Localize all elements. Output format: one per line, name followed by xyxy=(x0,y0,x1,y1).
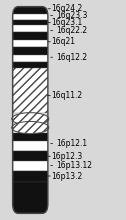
Bar xyxy=(13,141,48,151)
Text: 16p12.1: 16p12.1 xyxy=(57,139,88,148)
Bar xyxy=(13,32,48,40)
Text: 16q23.3: 16q23.3 xyxy=(57,11,88,20)
Text: 16q22.2: 16q22.2 xyxy=(57,26,88,35)
Bar xyxy=(13,47,48,55)
Bar xyxy=(13,133,48,141)
Text: 16q12.2: 16q12.2 xyxy=(57,53,88,62)
FancyBboxPatch shape xyxy=(13,7,48,213)
Text: 16q11.2: 16q11.2 xyxy=(52,91,83,100)
Bar xyxy=(13,161,48,170)
Bar xyxy=(13,62,48,68)
Ellipse shape xyxy=(12,121,49,134)
Text: 16q21: 16q21 xyxy=(52,37,76,46)
Bar xyxy=(13,151,48,161)
Bar xyxy=(13,25,48,32)
Text: 16q23.1: 16q23.1 xyxy=(52,18,83,27)
Text: 16p12.3: 16p12.3 xyxy=(52,152,83,161)
Bar xyxy=(13,68,48,113)
Text: 16q24.2: 16q24.2 xyxy=(52,4,83,13)
Text: 16p13.2: 16p13.2 xyxy=(52,172,83,180)
Text: 16p13.12: 16p13.12 xyxy=(57,161,93,170)
Bar xyxy=(13,7,48,14)
Bar xyxy=(13,20,48,25)
Bar xyxy=(13,40,48,47)
Bar xyxy=(13,113,48,133)
Bar xyxy=(13,182,48,213)
Ellipse shape xyxy=(12,113,49,125)
Bar xyxy=(13,14,48,20)
Bar xyxy=(13,170,48,182)
Bar xyxy=(13,55,48,62)
